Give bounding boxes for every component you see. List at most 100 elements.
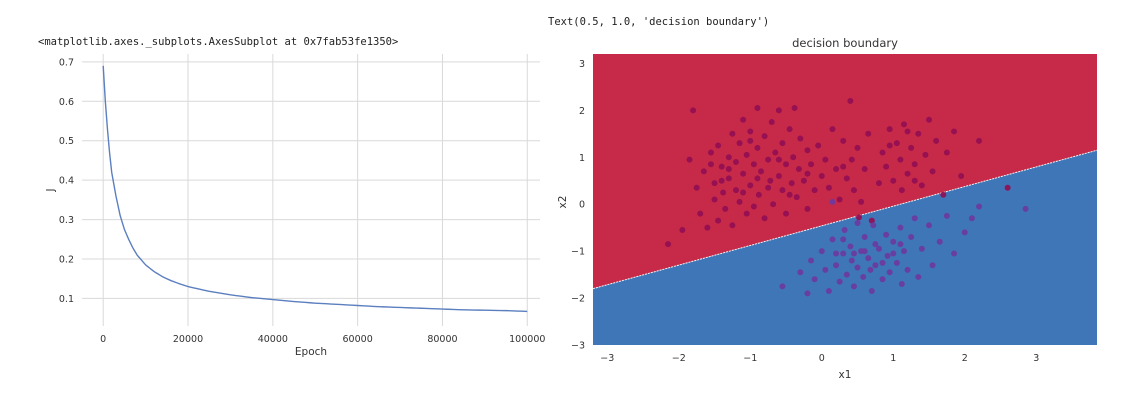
db-point-class-1 bbox=[929, 262, 936, 269]
db-point-class-0 bbox=[804, 170, 811, 177]
db-point-class-0 bbox=[847, 97, 854, 104]
db-point-class-0 bbox=[754, 144, 761, 151]
db-point-class-1 bbox=[843, 271, 850, 278]
db-point-class-1 bbox=[854, 264, 861, 271]
db-point-class-0 bbox=[755, 191, 762, 198]
db-point-class-0 bbox=[922, 151, 929, 158]
db-point-class-1 bbox=[879, 259, 886, 266]
db-x-tick-label: 2 bbox=[962, 353, 968, 364]
db-point-class-1 bbox=[861, 248, 868, 255]
db-point-class-0 bbox=[943, 149, 950, 156]
db-point-class-0 bbox=[861, 165, 868, 172]
db-point-class-0 bbox=[700, 168, 707, 175]
db-point-class-1 bbox=[968, 215, 975, 222]
db-point-class-1 bbox=[872, 241, 879, 248]
db-point-class-0 bbox=[890, 177, 897, 184]
db-point-class-0 bbox=[686, 156, 693, 163]
db-point-class-1 bbox=[840, 236, 847, 243]
db-point-class-0 bbox=[897, 156, 904, 163]
db-point-class-0 bbox=[929, 168, 936, 175]
loss-grid bbox=[82, 54, 540, 326]
db-y-tick-label: 2 bbox=[579, 106, 585, 117]
db-point-class-1 bbox=[897, 224, 904, 231]
db-points bbox=[665, 97, 1029, 297]
db-point-class-0 bbox=[829, 126, 836, 133]
db-point-class-0 bbox=[865, 130, 872, 137]
db-point-class-1 bbox=[890, 238, 897, 245]
db-point-class-0 bbox=[720, 189, 727, 196]
db-point-class-1 bbox=[868, 288, 875, 295]
db-point-class-0 bbox=[747, 128, 754, 135]
loss-y-tick-label: 0.2 bbox=[59, 254, 74, 265]
db-point-class-0 bbox=[825, 184, 832, 191]
loss-y-axis-label: J bbox=[45, 188, 57, 192]
db-point-class-1 bbox=[847, 243, 854, 250]
db-point-class-1 bbox=[825, 288, 832, 295]
db-point-class-0 bbox=[779, 187, 786, 194]
db-point-class-1 bbox=[822, 266, 829, 273]
db-point-class-1 bbox=[898, 280, 905, 287]
db-point-class-0 bbox=[843, 175, 850, 182]
db-point-class-0 bbox=[725, 154, 732, 161]
db-point-class-1 bbox=[829, 236, 836, 243]
db-point-class-0 bbox=[725, 175, 732, 182]
db-point-class-1 bbox=[926, 222, 932, 229]
db-point-class-0 bbox=[750, 161, 757, 168]
db-point-class-0 bbox=[893, 140, 900, 147]
db-point-class-0 bbox=[770, 201, 777, 208]
db-point-class-1 bbox=[961, 229, 968, 236]
db-y-tick-label: −3 bbox=[571, 341, 585, 352]
db-point-class-1 bbox=[1022, 205, 1029, 212]
db-point-class-0 bbox=[775, 107, 782, 114]
db-point-class-1 bbox=[865, 255, 872, 262]
loss-y-tick-label: 0.3 bbox=[59, 215, 74, 226]
db-point-class-0 bbox=[750, 203, 757, 210]
db-point-class-0 bbox=[729, 222, 736, 229]
db-point-class-0 bbox=[790, 154, 797, 161]
db-point-class-1 bbox=[848, 257, 855, 264]
loss-x-tick-label: 60000 bbox=[343, 334, 373, 345]
db-point-class-0 bbox=[736, 198, 743, 205]
db-point-class-1 bbox=[829, 198, 836, 205]
db-x-tick-label: −3 bbox=[600, 353, 614, 364]
loss-x-axis-label: Epoch bbox=[295, 346, 327, 358]
db-point-class-1 bbox=[841, 227, 848, 234]
db-point-class-0 bbox=[772, 149, 779, 156]
db-point-class-1 bbox=[884, 252, 891, 259]
db-point-class-1 bbox=[840, 250, 847, 257]
db-point-class-0 bbox=[858, 198, 865, 205]
db-boundary-line bbox=[592, 149, 1098, 290]
loss-y-ticks: 0.1 0.2 0.3 0.4 0.5 0.6 0.7 bbox=[59, 57, 74, 305]
db-point-class-0 bbox=[697, 210, 704, 217]
db-point-class-0 bbox=[800, 177, 807, 184]
db-point-class-0 bbox=[804, 147, 811, 154]
db-x-axis-label: x1 bbox=[839, 369, 852, 381]
db-point-class-0 bbox=[811, 187, 818, 194]
db-y-tick-label: 3 bbox=[579, 59, 585, 70]
db-point-class-0 bbox=[761, 215, 768, 222]
db-point-class-1 bbox=[797, 269, 804, 276]
db-point-class-0 bbox=[797, 135, 804, 142]
db-point-class-0 bbox=[898, 187, 905, 194]
db-point-class-0 bbox=[693, 184, 700, 191]
db-point-class-1 bbox=[833, 250, 840, 257]
db-point-class-1 bbox=[879, 276, 886, 283]
db-point-class-0 bbox=[788, 180, 795, 187]
db-point-class-1 bbox=[850, 283, 857, 290]
loss-y-tick-label: 0.5 bbox=[59, 136, 74, 147]
db-point-class-1 bbox=[911, 215, 918, 222]
db-point-class-0 bbox=[840, 137, 847, 144]
loss-x-ticks: 0 20000 40000 60000 80000 100000 bbox=[100, 334, 545, 345]
loss-y-tick-label: 0.1 bbox=[59, 294, 74, 305]
db-point-class-1 bbox=[908, 234, 915, 241]
db-point-class-0 bbox=[707, 161, 714, 168]
loss-x-tick-label: 40000 bbox=[258, 334, 288, 345]
db-point-class-1 bbox=[890, 250, 897, 257]
db-point-class-0 bbox=[886, 142, 893, 149]
db-y-tick-label: 1 bbox=[579, 153, 585, 164]
db-point-class-0 bbox=[786, 126, 793, 133]
db-point-class-0 bbox=[765, 156, 772, 163]
db-point-class-1 bbox=[886, 269, 893, 276]
db-point-class-1 bbox=[861, 234, 868, 241]
db-point-class-0 bbox=[704, 224, 711, 231]
